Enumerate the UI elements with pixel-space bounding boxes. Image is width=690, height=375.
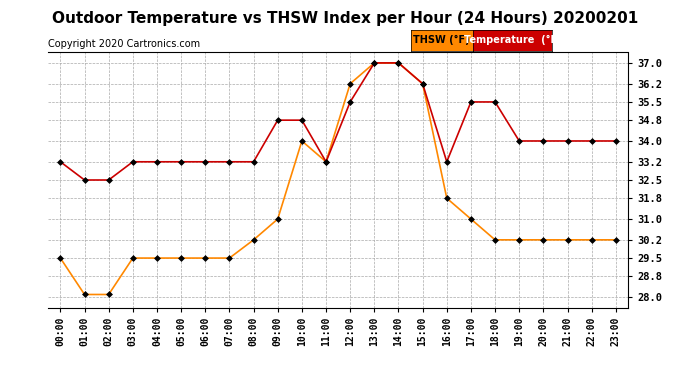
Text: Copyright 2020 Cartronics.com: Copyright 2020 Cartronics.com xyxy=(48,39,200,50)
Text: Outdoor Temperature vs THSW Index per Hour (24 Hours) 20200201: Outdoor Temperature vs THSW Index per Ho… xyxy=(52,11,638,26)
Text: Temperature  (°F): Temperature (°F) xyxy=(464,35,561,45)
Text: THSW (°F): THSW (°F) xyxy=(413,35,470,45)
